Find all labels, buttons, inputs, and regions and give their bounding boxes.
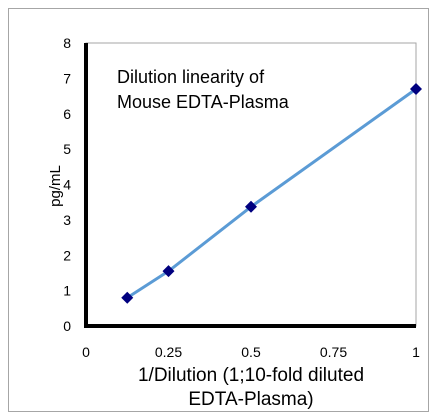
y-axis-title: pg/mL [47,165,64,207]
data-point-marker [245,200,257,213]
y-tick-label: 4 [63,177,71,193]
plot-area [84,42,417,328]
x-axis-title-line-2: EDTA-Plasma) [188,389,313,410]
annotation-line-2: Mouse EDTA-Plasma [117,92,290,112]
plot-area-border [85,42,417,327]
data-point-marker [162,265,175,278]
y-tick-label: 6 [63,106,71,122]
y-tick-labels: 0 1 2 3 4 5 6 7 8 [63,35,71,334]
x-tick-label: 0.75 [320,344,347,360]
x-tick-labels: 0 0.25 0.5 0.75 1 [82,344,420,360]
y-tick-label: 2 [63,247,71,263]
data-point-marker [410,82,422,95]
x-tick-label: 0.5 [241,344,261,360]
y-tick-label: 3 [63,212,71,228]
y-tick-label: 1 [63,283,71,299]
series-layer [121,82,422,304]
x-tick-label: 0 [82,344,90,360]
y-tick-label: 5 [63,141,71,157]
x-tick-label: 0.25 [155,344,182,360]
x-axis-title-line-1: 1/Dilution (1;10-fold diluted [138,365,364,386]
y-tick-label: 7 [63,70,71,86]
chart-annotation: Dilution linearity of Mouse EDTA-Plasma [117,67,290,112]
series-line [126,87,417,299]
annotation-line-1: Dilution linearity of [117,67,265,87]
data-point-marker [121,291,134,304]
x-tick-label: 1 [412,344,420,360]
y-tick-label: 0 [63,318,71,334]
y-tick-label: 8 [63,35,71,51]
